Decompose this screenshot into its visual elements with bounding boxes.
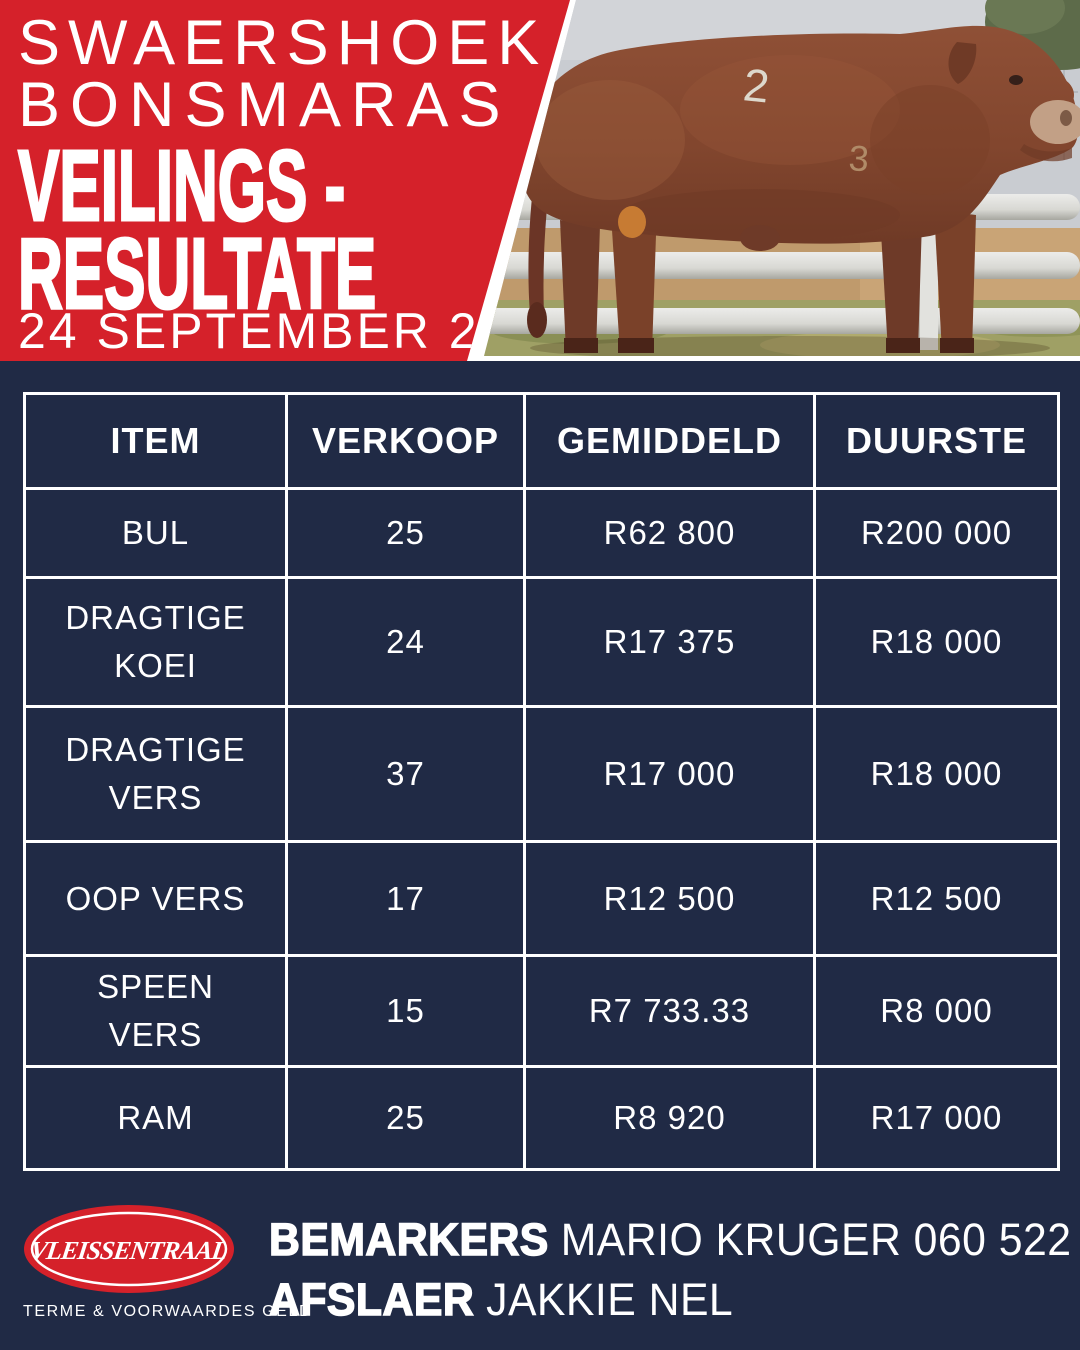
cell-gemiddeld: R17 000 [523, 705, 816, 843]
table-header-row: ITEM VERKOOP GEMIDDELD DUURSTE [23, 392, 1060, 490]
bull-brand-mark-3: 3 [847, 137, 870, 179]
logo-tagline: TERME & VOORWAARDES GELD [23, 1302, 313, 1320]
cell-duurste: R18 000 [813, 705, 1060, 843]
bemarkers-line: BEMARKERS MARIO KRUGER 060 522 3906 [268, 1210, 1080, 1270]
col-header-gemiddeld: GEMIDDELD [523, 392, 816, 490]
afslaer-line: AFSLAER JAKKIE NEL [268, 1270, 1080, 1330]
cell-gemiddeld: R12 500 [523, 840, 816, 957]
vleissentraal-logo: VLEISSENTRAAL TERME & VOORWAARDES GELD [23, 1204, 313, 1321]
table-row: RAM 25 R8 920 R17 000 [23, 1064, 1060, 1171]
cell-verkoop: 25 [285, 487, 526, 579]
table-row: DRAGTIGE VERS 37 R17 000 R18 000 [23, 705, 1060, 843]
cell-gemiddeld: R8 920 [523, 1064, 816, 1171]
cell-verkoop: 15 [285, 954, 526, 1068]
bull-brand-mark-2: 2 [741, 58, 772, 112]
table-row: DRAGTIGE KOEI 24 R17 375 R18 000 [23, 576, 1060, 708]
cell-gemiddeld: R17 375 [523, 576, 816, 708]
afslaer-value: JAKKIE NEL [486, 1273, 734, 1325]
vleissentraal-logo-text: VLEISSENTRAAL [28, 1236, 228, 1265]
footer: VLEISSENTRAAL TERME & VOORWAARDES GELD B… [0, 1171, 1080, 1330]
col-header-verkoop: VERKOOP [285, 392, 526, 490]
cell-verkoop: 24 [285, 576, 526, 708]
afslaer-label: AFSLAER [268, 1273, 475, 1326]
results-table-wrap: ITEM VERKOOP GEMIDDELD DUURSTE BUL 25 R6… [0, 361, 1080, 1171]
cell-gemiddeld: R7 733.33 [523, 954, 816, 1068]
red-diagonal-banner: SWAERSHOEK BONSMARAS VEILINGS - RESULTAT… [0, 0, 570, 361]
table-row: BUL 25 R62 800 R200 000 [23, 487, 1060, 579]
results-table: ITEM VERKOOP GEMIDDELD DUURSTE BUL 25 R6… [23, 392, 1060, 1171]
cell-verkoop: 25 [285, 1064, 526, 1171]
bemarkers-label: BEMARKERS [268, 1213, 549, 1266]
bemarkers-value: MARIO KRUGER 060 522 3906 [560, 1213, 1080, 1265]
col-header-duurste: DUURSTE [813, 392, 1060, 490]
cell-duurste: R12 500 [813, 840, 1060, 957]
subtitle-line-1: VEILINGS - [17, 130, 346, 242]
cell-item: DRAGTIGE KOEI [23, 576, 288, 708]
col-header-item: ITEM [23, 392, 288, 490]
contact-block: BEMARKERS MARIO KRUGER 060 522 3906 AFSL… [268, 1204, 1080, 1330]
cell-item: OOP VERS [23, 840, 288, 957]
table-row: SPEEN VERS 15 R7 733.33 R8 000 [23, 954, 1060, 1068]
subtitle-line-2: RESULTATE [17, 218, 377, 330]
table-row: OOP VERS 17 R12 500 R12 500 [23, 840, 1060, 957]
cell-duurste: R200 000 [813, 487, 1060, 579]
cell-item: DRAGTIGE VERS [23, 705, 288, 843]
cell-item: BUL [23, 487, 288, 579]
cell-duurste: R8 000 [813, 954, 1060, 1068]
cell-verkoop: 17 [285, 840, 526, 957]
vleissentraal-logo-icon: VLEISSENTRAAL [24, 1204, 234, 1293]
title-line-2: BONSMARAS [18, 70, 511, 140]
cell-duurste: R18 000 [813, 576, 1060, 708]
cell-duurste: R17 000 [813, 1064, 1060, 1171]
cell-gemiddeld: R62 800 [523, 487, 816, 579]
bull-photo: 2 3 [484, 0, 1080, 356]
header-banner: 2 3 SWAERSHOEK BONSMARAS VEILINGS - RESU… [0, 0, 1080, 361]
cell-item: SPEEN VERS [23, 954, 288, 1068]
bull-photo-illustration: 2 3 [484, 0, 1080, 356]
cell-verkoop: 37 [285, 705, 526, 843]
cell-item: RAM [23, 1064, 288, 1171]
title-line-1: SWAERSHOEK [18, 8, 548, 78]
